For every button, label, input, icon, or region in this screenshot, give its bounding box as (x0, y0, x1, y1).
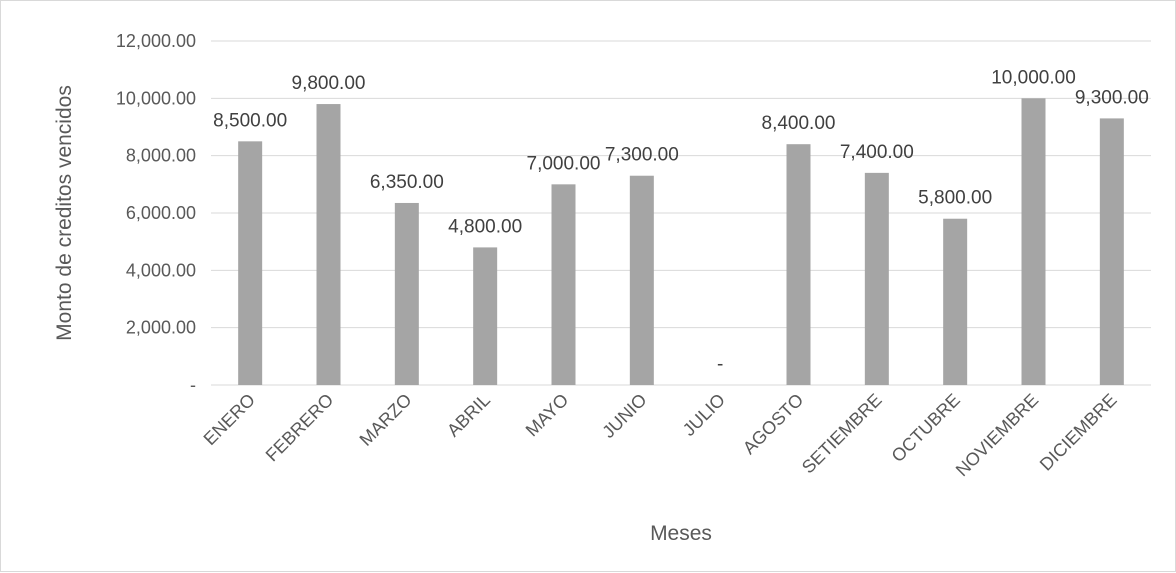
y-tick-label: 2,000.00 (126, 318, 196, 338)
bar (786, 144, 811, 385)
x-tick-label: DICIEMBRE (1036, 390, 1121, 475)
x-tick-label: NOVIEMBRE (952, 390, 1043, 481)
bar (1021, 98, 1046, 385)
x-tick-label: MARZO (356, 390, 416, 450)
y-axis-title: Monto de creditos vencidos (53, 85, 76, 341)
y-tick-label: 8,000.00 (126, 146, 196, 166)
y-tick-label: - (190, 375, 196, 395)
data-label: 7,300.00 (605, 145, 679, 166)
x-tick-label: OCTUBRE (888, 390, 964, 466)
bar (551, 184, 576, 385)
data-label: 8,400.00 (762, 113, 836, 134)
x-tick-label: FEBRERO (262, 390, 338, 466)
x-tick-label: AGOSTO (739, 390, 807, 458)
x-axis-title: Meses (650, 522, 712, 545)
x-tick-label: ENERO (200, 390, 259, 449)
bar (316, 104, 341, 386)
data-label: 9,800.00 (292, 73, 366, 94)
x-tick-labels: ENERO FEBRERO MARZO ABRIL MAYO JUNIO JULIO AGOS… (200, 390, 1121, 481)
y-tick-label: 6,000.00 (126, 203, 196, 223)
bar (394, 202, 419, 385)
data-label: 6,350.00 (370, 172, 444, 193)
bar (864, 172, 889, 385)
x-tick-label: MAYO (522, 390, 573, 441)
data-label: 5,800.00 (918, 188, 992, 209)
bar (943, 218, 968, 385)
bar (1099, 118, 1124, 386)
data-label: - (717, 354, 723, 375)
data-label: 9,300.00 (1075, 87, 1149, 108)
y-tick-label: 10,000.00 (116, 88, 196, 108)
y-tick-labels: - 2,000.00 4,000.00 6,000.00 8,000.00 10,000.… (116, 31, 196, 395)
x-tick-label: SETIEMBRE (798, 390, 886, 478)
gridlines (211, 40, 1151, 386)
bar (473, 247, 498, 385)
bar (238, 141, 263, 385)
data-label: 7,400.00 (840, 142, 914, 163)
data-label: 4,800.00 (448, 216, 522, 237)
x-tick-label: JUNIO (598, 390, 650, 442)
data-label: 8,500.00 (213, 110, 287, 131)
x-tick-label: ABRIL (443, 390, 494, 441)
data-label: 7,000.00 (527, 153, 601, 174)
bars (238, 98, 1124, 386)
x-tick-label: JULIO (679, 390, 729, 440)
y-tick-label: 4,000.00 (126, 260, 196, 280)
bar (629, 175, 654, 385)
data-label: 10,000.00 (991, 67, 1076, 88)
y-tick-label: 12,000.00 (116, 31, 196, 51)
data-labels: 8,500.009,800.00 6,350.00 4,800.00 7,000.00… (213, 67, 1149, 375)
